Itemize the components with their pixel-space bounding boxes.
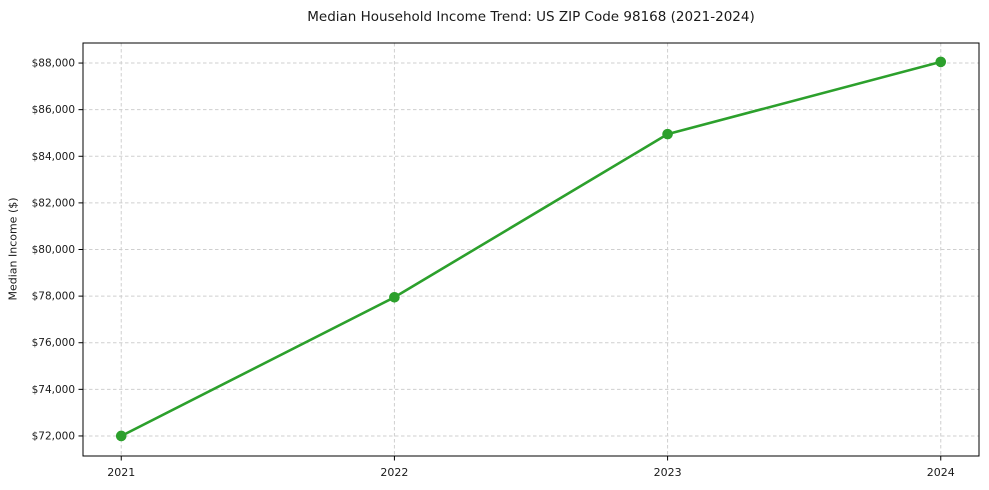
y-tick-label: $72,000 [32, 430, 75, 442]
trend-line [119, 60, 943, 438]
chart-title: Median Household Income Trend: US ZIP Co… [307, 9, 755, 25]
data-point-2022 [389, 291, 400, 303]
y-tick-label: $80,000 [32, 244, 75, 256]
data-point-2023 [662, 128, 673, 140]
y-tick-label: $78,000 [32, 291, 75, 303]
data-point-2024 [935, 56, 947, 68]
y-tick-label: $82,000 [32, 197, 75, 209]
data-point-2021 [115, 430, 127, 442]
y-tick-label: $84,000 [32, 151, 75, 163]
x-tick-label: 2021 [107, 466, 135, 479]
y-tick-label: $74,000 [32, 384, 75, 396]
y-tick-label: $86,000 [32, 104, 75, 116]
x-tick-label: 2022 [380, 466, 408, 479]
x-tick-label: 2024 [927, 466, 955, 479]
y-tick-label: $88,000 [32, 58, 75, 70]
x-tick-label: 2023 [654, 466, 682, 479]
y-tick-label: $76,000 [32, 337, 75, 349]
